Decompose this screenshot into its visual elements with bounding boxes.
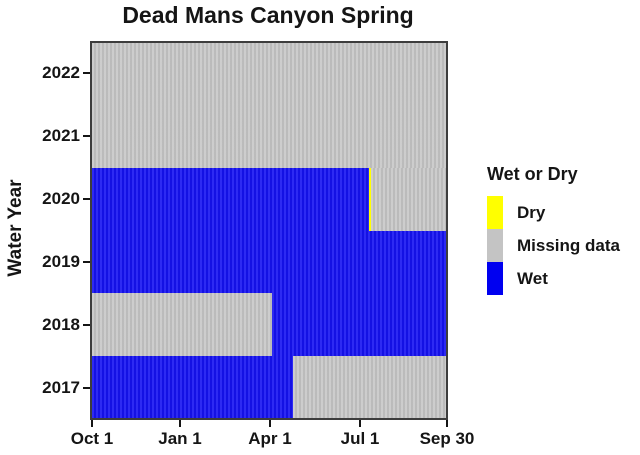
y-tick-row: 2018 [20, 294, 90, 357]
legend-swatch-missing [487, 229, 503, 262]
legend-label: Missing data [517, 236, 620, 255]
legend-label: Dry [517, 203, 546, 222]
x-axis: Oct 1 Jan 1 Apr 1 Jul 1 Sep 30 [71, 420, 474, 454]
x-tick-mark [179, 420, 181, 427]
heatmap-row-2019 [92, 230, 446, 293]
y-tick-mark [83, 197, 90, 200]
y-tick-row: 2021 [20, 104, 90, 167]
heatmap-segment-dry [368, 168, 371, 231]
y-tick-label: 2022 [42, 62, 80, 82]
y-axis: 2022 2021 2020 2019 2018 2017 [20, 41, 90, 420]
x-tick-label: Sep 30 [419, 429, 475, 448]
heatmap-row-2021 [92, 105, 446, 168]
heatmap-row-2022 [92, 43, 446, 106]
heatmap-segment-wet [271, 293, 447, 356]
legend-label: Wet [517, 269, 548, 288]
heatmap-segment-missing [92, 293, 272, 356]
x-tick-mark [445, 420, 448, 427]
y-tick-label: 2019 [42, 252, 80, 272]
heatmap-segment-wet [92, 355, 293, 418]
x-tick-label: Jan 1 [158, 429, 202, 448]
y-tick-row: 2019 [20, 231, 90, 294]
y-tick-mark [83, 324, 90, 327]
heatmap-row-2020 [92, 168, 447, 231]
legend-title: Wet or Dry [487, 164, 578, 184]
y-tick-label: 2020 [42, 188, 80, 208]
heatmap-segment-wet [92, 168, 369, 231]
heatmap-panel [90, 41, 448, 420]
heatmap-row-2017 [92, 355, 447, 418]
legend-body: Dry Missing data Wet [487, 196, 620, 295]
y-tick-label: 2018 [42, 315, 80, 335]
heatmap-segment-missing [292, 355, 447, 418]
heatmap-segment-missing [92, 43, 446, 106]
x-tick-mark [91, 420, 93, 427]
legend-entry-wet: Wet [487, 262, 620, 295]
legend-swatch-dry [487, 196, 503, 229]
y-tick-row: 2020 [20, 167, 90, 230]
heatmap-segment-missing [370, 168, 447, 231]
legend: Wet or Dry Dry Missing data Wet [487, 164, 620, 295]
legend-entry-missing: Missing data [487, 229, 620, 262]
x-tick-mark [269, 420, 271, 427]
legend-entry-dry: Dry [487, 196, 620, 229]
heatmap-row-2018 [92, 293, 447, 356]
y-tick-mark [83, 261, 90, 264]
y-tick-mark [83, 134, 90, 137]
x-tick-label: Jul 1 [340, 429, 380, 448]
x-tick-mark [359, 420, 361, 427]
x-tick-label: Apr 1 [248, 429, 292, 448]
y-tick-mark [83, 387, 90, 390]
legend-swatch-wet [487, 262, 503, 295]
y-tick-row: 2022 [20, 41, 90, 104]
y-tick-label: 2017 [42, 378, 80, 398]
chart-title: Dead Mans Canyon Spring [122, 2, 414, 28]
y-tick-mark [83, 71, 90, 74]
y-tick-label: 2021 [42, 125, 80, 145]
heatmap-segment-wet [92, 230, 446, 293]
x-tick-label: Oct 1 [70, 429, 114, 448]
y-tick-row: 2017 [20, 357, 90, 420]
heatmap-segment-missing [92, 105, 446, 168]
